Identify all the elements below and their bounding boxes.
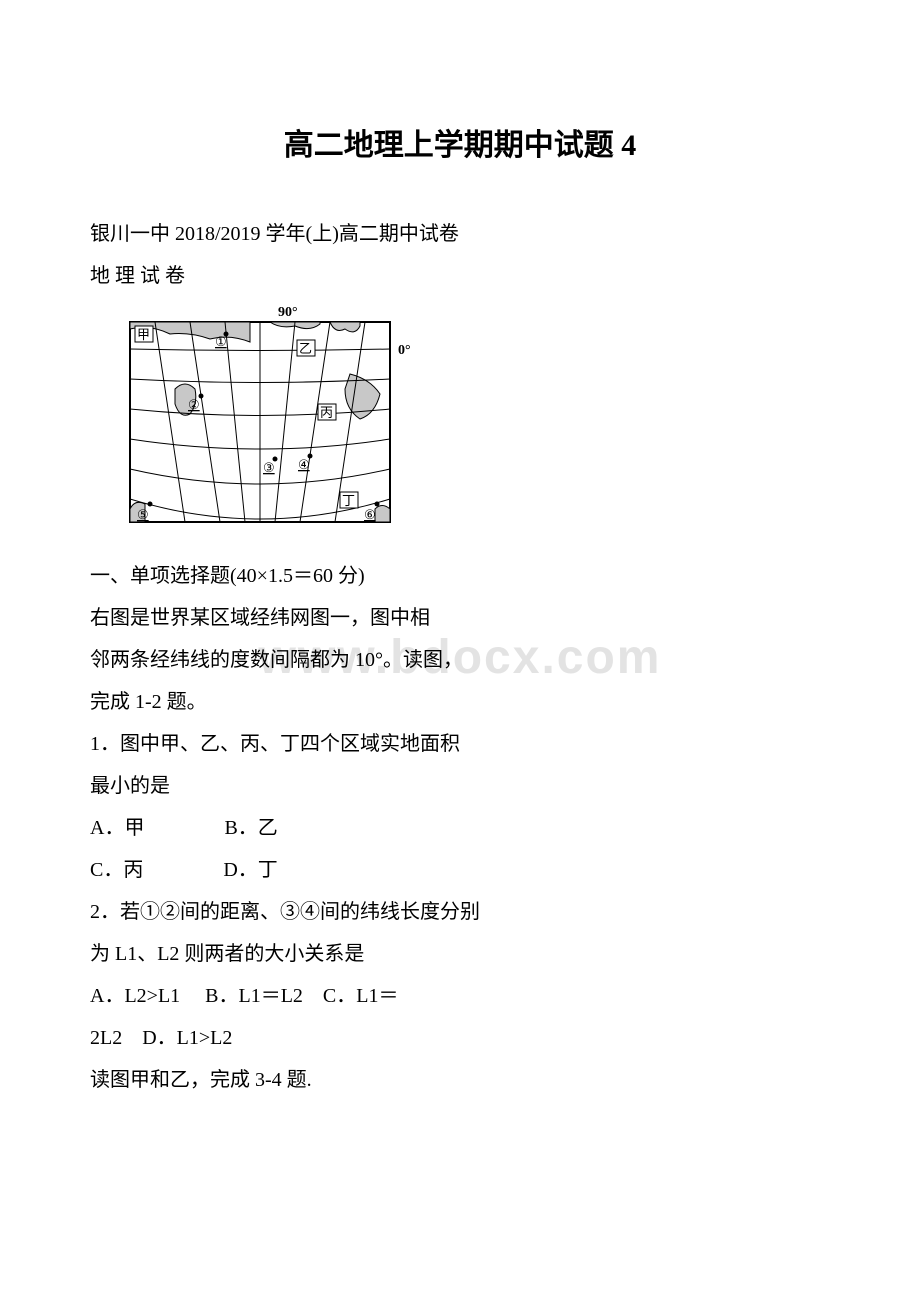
svg-text:丙: 丙 bbox=[320, 405, 333, 420]
question-1-line1: 1．图中甲、乙、丙、丁四个区域实地面积 bbox=[90, 724, 830, 764]
svg-text:④: ④ bbox=[298, 457, 310, 472]
svg-text:丁: 丁 bbox=[342, 493, 355, 508]
svg-text:③: ③ bbox=[263, 460, 275, 475]
question-2-line1: 2．若①②间的距离、③④间的纬线长度分别 bbox=[90, 892, 830, 932]
page-title: 高二地理上学期期中试题 4 bbox=[90, 120, 830, 164]
transition-text: 读图甲和乙，完成 3-4 题. bbox=[90, 1060, 830, 1100]
intro-text-3: 完成 1-2 题。 bbox=[90, 682, 830, 722]
page-content: 高二地理上学期期中试题 4 银川一中 2018/2019 学年(上)高二期中试卷… bbox=[90, 120, 830, 1100]
question-1-options-cd: C．丙 D．丁 bbox=[90, 850, 830, 890]
intro-text-2: 邻两条经纬线的度数间隔都为 10°。读图， bbox=[90, 640, 830, 680]
subject-name: 地 理 试 卷 bbox=[90, 256, 830, 296]
question-2-line2: 为 L1、L2 则两者的大小关系是 bbox=[90, 934, 830, 974]
document-body: 银川一中 2018/2019 学年(上)高二期中试卷 地 理 试 卷 90° bbox=[90, 214, 830, 1100]
question-1-options-ab: A．甲 B．乙 bbox=[90, 808, 830, 848]
latitude-label: 0° bbox=[398, 343, 411, 358]
question-2-line3: A．L2>L1 B．L1＝L2 C．L1＝ bbox=[90, 976, 830, 1016]
svg-text:⑤: ⑤ bbox=[137, 507, 149, 522]
svg-text:⑥: ⑥ bbox=[364, 507, 376, 522]
svg-text:②: ② bbox=[188, 397, 200, 412]
question-2-line4: 2L2 D．L1>L2 bbox=[90, 1018, 830, 1058]
intro-text-1: 右图是世界某区域经纬网图一，图中相 bbox=[90, 598, 830, 638]
school-info: 银川一中 2018/2019 学年(上)高二期中试卷 bbox=[90, 214, 830, 254]
section-heading: 一、单项选择题(40×1.5＝60 分) bbox=[90, 556, 830, 596]
map-diagram: 90° bbox=[120, 304, 830, 548]
longitude-label: 90° bbox=[278, 305, 298, 320]
svg-text:甲: 甲 bbox=[137, 327, 150, 342]
svg-text:①: ① bbox=[215, 334, 227, 349]
question-1-line2: 最小的是 bbox=[90, 766, 830, 806]
svg-text:乙: 乙 bbox=[299, 341, 312, 356]
